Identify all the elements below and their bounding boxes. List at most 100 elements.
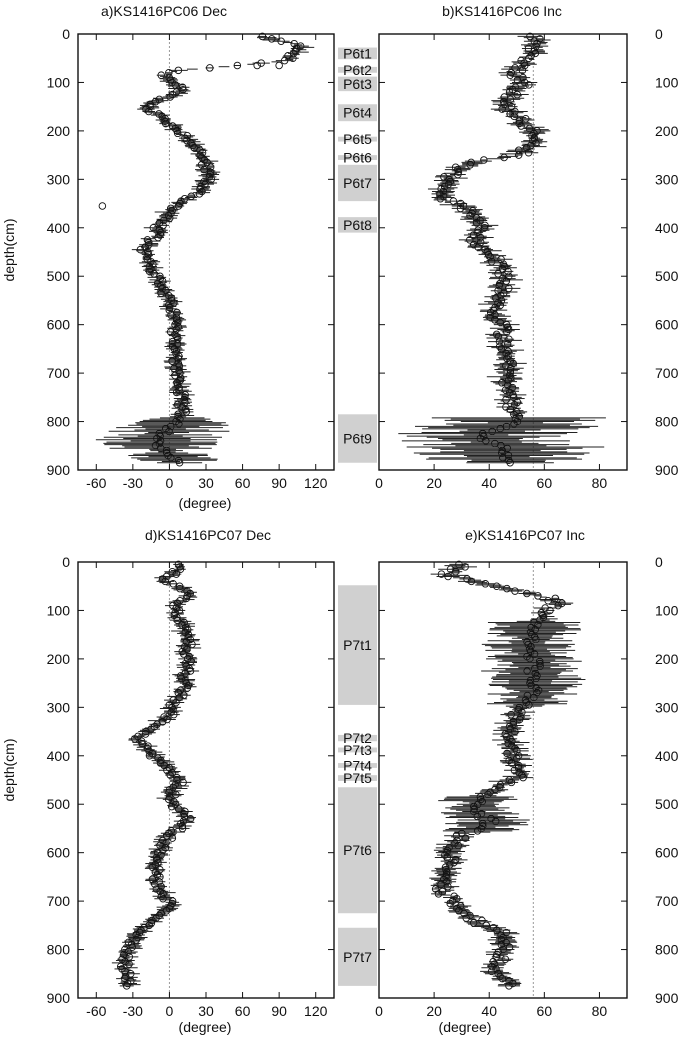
data-point bbox=[503, 340, 512, 348]
data-point bbox=[175, 458, 184, 467]
y-tick-label: 900 bbox=[655, 990, 679, 1006]
data-point bbox=[519, 773, 527, 782]
data-point bbox=[507, 778, 516, 787]
data-point bbox=[169, 580, 177, 588]
data-point bbox=[169, 706, 177, 714]
outlier-point bbox=[275, 61, 283, 70]
data-point bbox=[504, 347, 512, 356]
data-point bbox=[444, 572, 452, 581]
data-point bbox=[494, 333, 503, 341]
y-tick-label: 0 bbox=[655, 554, 663, 570]
data-point bbox=[159, 894, 167, 903]
tephra-label-p7t2: P7t2 bbox=[343, 730, 372, 746]
y-tick-label: 700 bbox=[47, 893, 71, 909]
tephra-label-p7t3: P7t3 bbox=[343, 742, 372, 758]
y-tick-label: 0 bbox=[655, 26, 663, 42]
tephra-label-p7t5: P7t5 bbox=[343, 770, 372, 786]
data-point bbox=[525, 81, 533, 89]
y-tick-label: 0 bbox=[62, 26, 70, 42]
tephra-label-p7t4: P7t4 bbox=[343, 757, 372, 773]
data-point bbox=[290, 39, 298, 48]
data-point bbox=[156, 873, 164, 881]
tephra-label-p6t3: P6t3 bbox=[343, 76, 372, 92]
x-tick-label: -60 bbox=[86, 475, 106, 491]
tephra-label-p6t4: P6t4 bbox=[343, 105, 372, 121]
x-tick-label: 20 bbox=[426, 1003, 442, 1019]
y-tick-label: 400 bbox=[47, 748, 71, 764]
tephra-band-p7t1 bbox=[338, 585, 377, 705]
y-tick-label: 600 bbox=[47, 317, 71, 333]
data-point bbox=[174, 66, 183, 75]
data-point bbox=[511, 587, 519, 595]
tephra-label-p7t1: P7t1 bbox=[343, 637, 372, 653]
data-point bbox=[498, 974, 507, 983]
data-point bbox=[472, 219, 481, 227]
panel-a-title: a)KS1416PC06 Dec bbox=[101, 3, 227, 19]
y-tick-label: 900 bbox=[47, 462, 71, 478]
y-tick-label: 300 bbox=[655, 699, 679, 715]
y-tick-label: 600 bbox=[655, 845, 679, 861]
data-point bbox=[506, 458, 514, 467]
x-tick-label: 40 bbox=[481, 1003, 497, 1019]
y-tick-label: 300 bbox=[47, 171, 71, 187]
data-point bbox=[452, 831, 461, 840]
y-tick-label: 100 bbox=[47, 602, 71, 618]
data-point bbox=[206, 64, 214, 72]
tephra-band-p7t6 bbox=[338, 787, 377, 914]
data-point bbox=[492, 582, 501, 590]
data-points-b bbox=[398, 32, 606, 467]
tephra-band-p7t5 bbox=[338, 775, 377, 781]
x-tick-label: -30 bbox=[123, 475, 143, 491]
data-point bbox=[165, 69, 173, 77]
x-tick-label: 0 bbox=[375, 1003, 383, 1019]
tephra-band-p6t8 bbox=[338, 217, 377, 233]
data-point bbox=[161, 577, 170, 586]
data-point bbox=[480, 156, 488, 164]
data-point bbox=[495, 282, 503, 290]
data-point bbox=[506, 405, 515, 414]
data-point bbox=[505, 943, 514, 951]
data-point bbox=[523, 589, 531, 598]
plot-frame-a bbox=[77, 33, 335, 471]
data-point bbox=[153, 870, 162, 879]
data-point bbox=[501, 955, 510, 963]
x-tick-label: 120 bbox=[304, 475, 328, 491]
data-point bbox=[509, 359, 517, 368]
y-tick-label: 800 bbox=[47, 414, 71, 430]
tephra-band-p7t2 bbox=[338, 734, 377, 742]
tephra-band-p6t4 bbox=[338, 104, 377, 122]
x-tick-label: -30 bbox=[123, 1003, 143, 1019]
data-point bbox=[184, 630, 193, 639]
y-tick-label: 400 bbox=[47, 220, 71, 236]
data-point bbox=[145, 752, 154, 760]
x-tick-label: 0 bbox=[166, 1003, 174, 1019]
data-point bbox=[466, 236, 474, 244]
data-point bbox=[505, 982, 513, 990]
data-point bbox=[509, 393, 518, 402]
y-tick-label: 900 bbox=[47, 990, 71, 1006]
data-point bbox=[554, 601, 562, 610]
data-point bbox=[176, 584, 184, 593]
tephra-label-p6t5: P6t5 bbox=[343, 131, 372, 147]
data-point bbox=[528, 131, 536, 140]
panel-d-title: d)KS1416PC07 Dec bbox=[145, 527, 271, 543]
data-point bbox=[504, 456, 513, 465]
y-tick-label: 700 bbox=[655, 893, 679, 909]
outlier-point bbox=[98, 202, 107, 210]
data-point bbox=[170, 710, 178, 719]
data-point bbox=[165, 306, 173, 314]
data-point bbox=[505, 756, 513, 765]
x-tick-label: 80 bbox=[592, 475, 608, 491]
tephra-band-p7t3 bbox=[338, 747, 377, 753]
data-point bbox=[161, 119, 170, 128]
data-point bbox=[500, 153, 508, 162]
data-point bbox=[172, 388, 181, 397]
data-point bbox=[172, 570, 181, 578]
data-point bbox=[173, 129, 182, 138]
panel-a-ylabel: depth(cm) bbox=[1, 218, 17, 281]
data-point bbox=[525, 701, 533, 709]
data-point bbox=[436, 194, 445, 203]
x-tick-label: 120 bbox=[304, 1003, 328, 1019]
x-tick-label: 30 bbox=[198, 1003, 214, 1019]
